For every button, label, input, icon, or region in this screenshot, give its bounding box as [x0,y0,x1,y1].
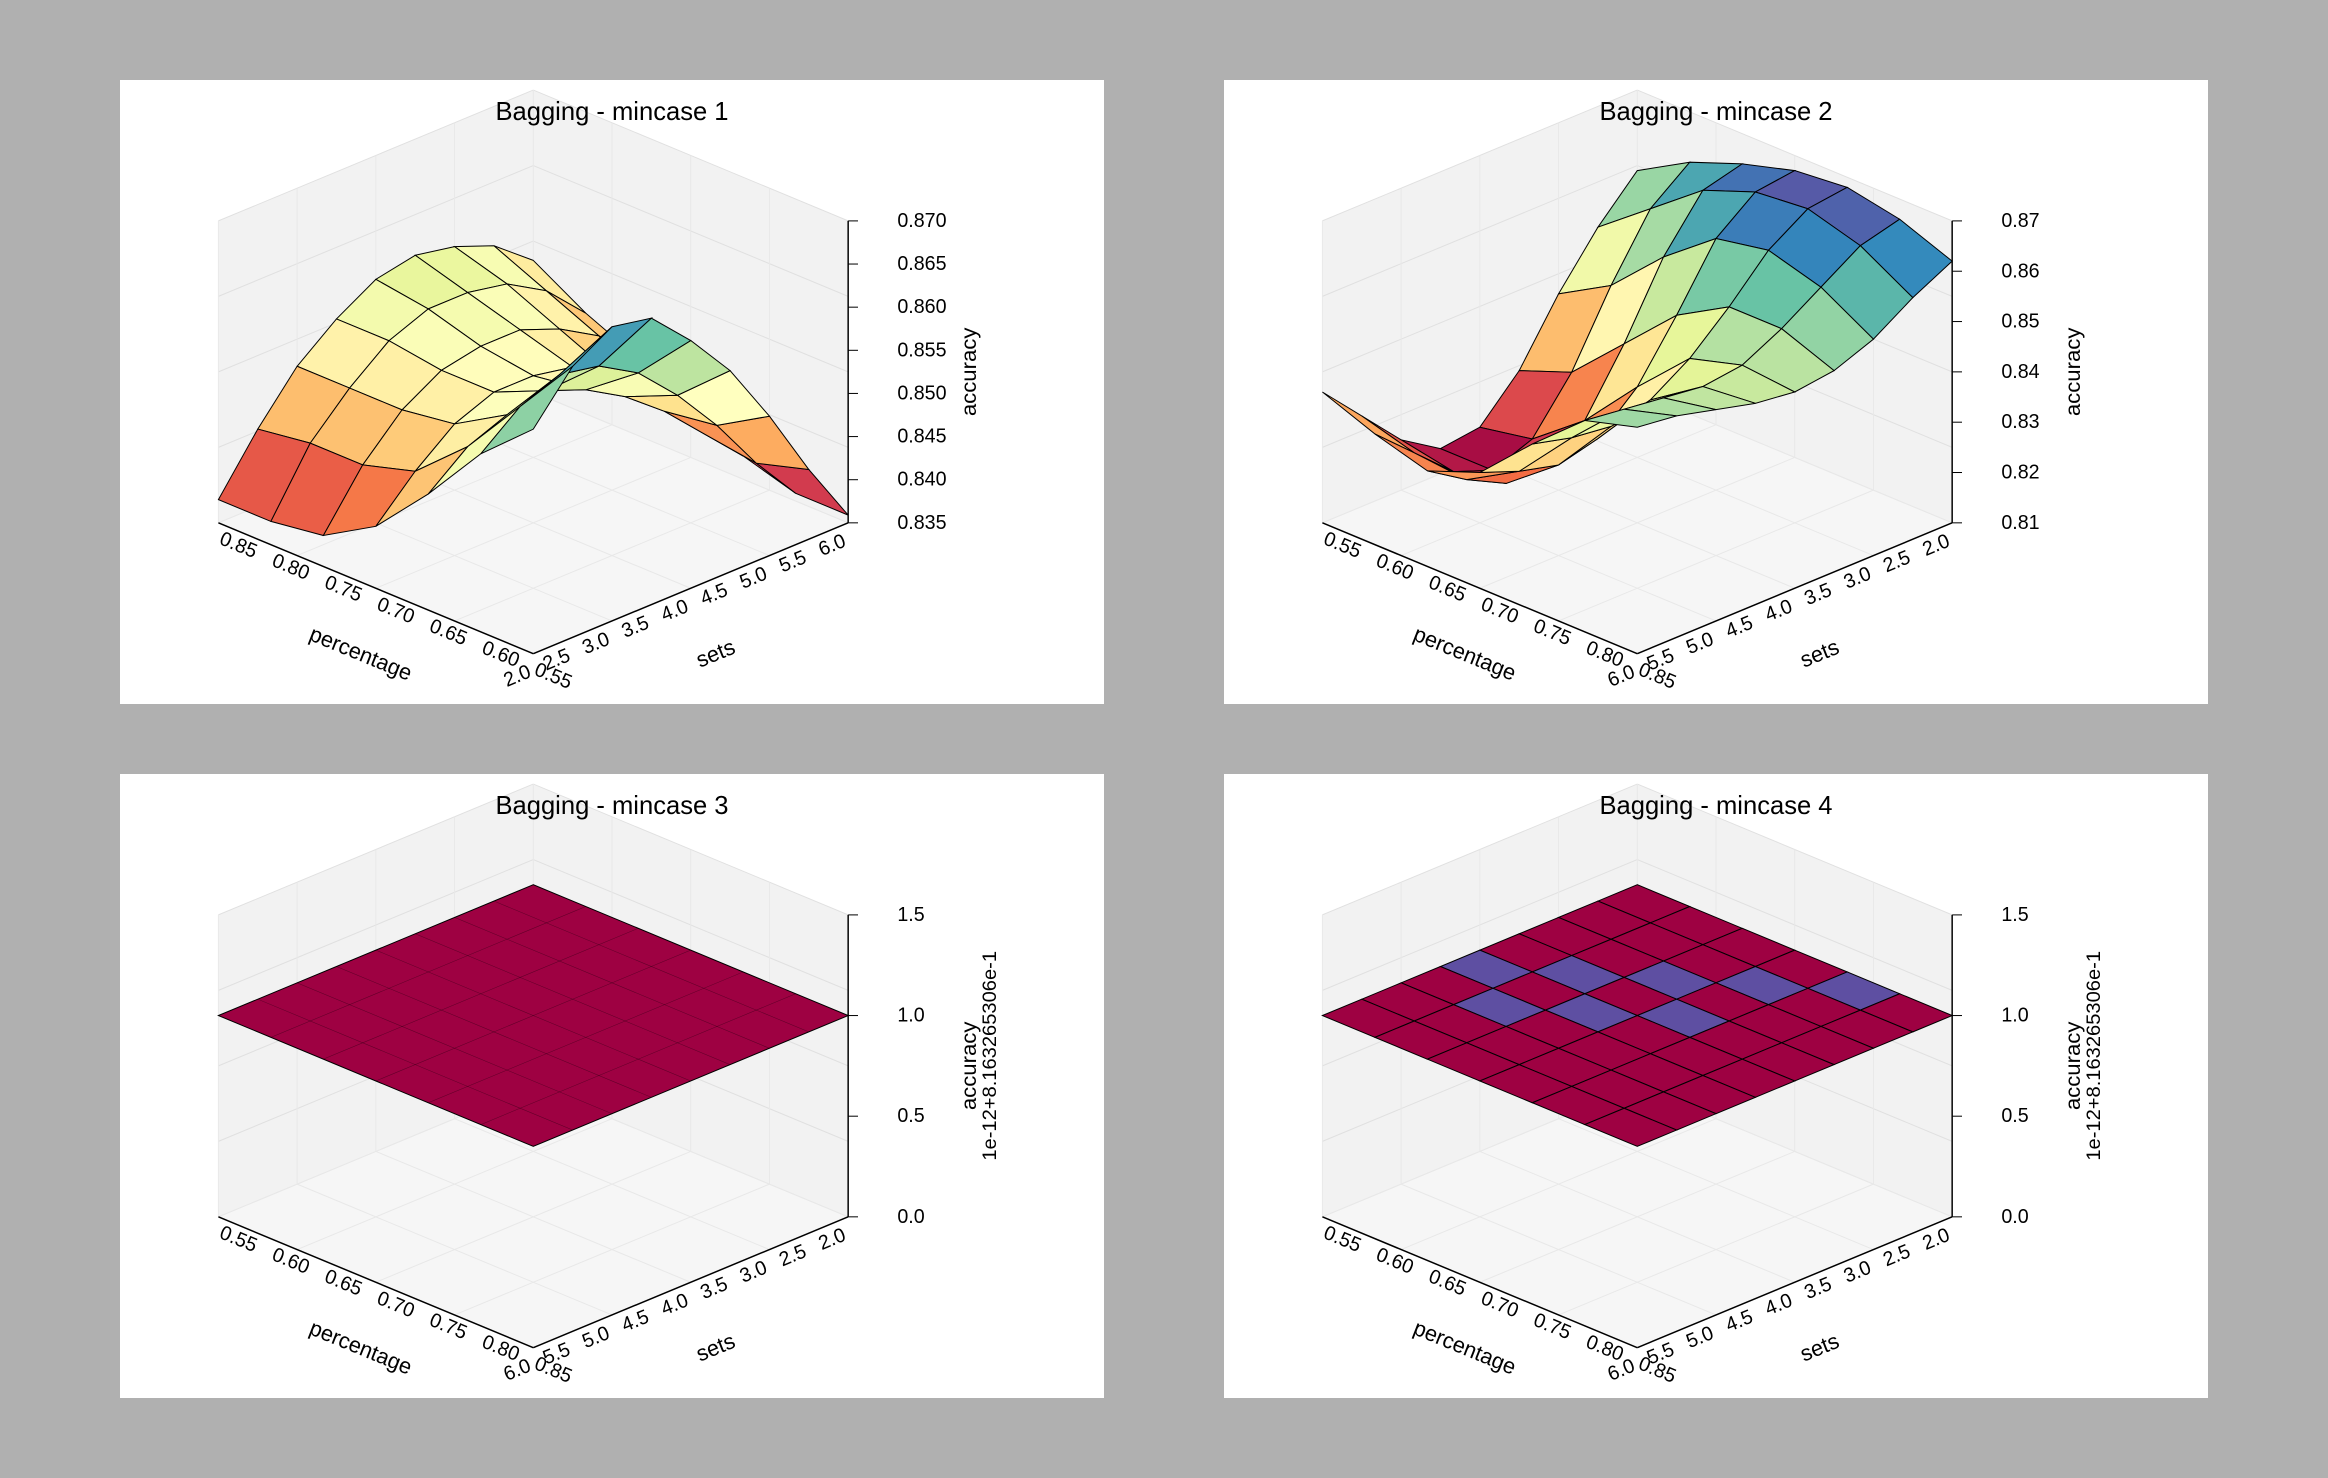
svg-text:1.5: 1.5 [2001,904,2028,926]
svg-text:0.85: 0.85 [2001,310,2039,332]
figure-grid: Bagging - mincase 16.05.55.04.54.03.53.0… [0,0,2328,1478]
chart-title: Bagging - mincase 1 [495,98,728,126]
svg-text:1.0: 1.0 [2001,1004,2028,1026]
svg-text:0.850: 0.850 [897,382,946,404]
svg-text:0.855: 0.855 [897,339,946,361]
svg-text:0.0: 0.0 [2001,1206,2028,1228]
chart-title: Bagging - mincase 2 [1599,98,1832,126]
svg-text:percentage: percentage [306,1315,416,1380]
z-axis-label: accuracy [956,328,981,417]
z-axis-label: accuracy [956,1022,981,1111]
svg-text:1e-12+8.163265306e-1: 1e-12+8.163265306e-1 [2083,951,2105,1161]
z-axis-label: accuracy [2060,328,2085,417]
svg-text:0.870: 0.870 [897,210,946,232]
svg-text:0.0: 0.0 [897,1206,924,1228]
svg-text:percentage: percentage [1410,621,1520,686]
svg-text:sets: sets [692,1328,738,1367]
svg-text:0.845: 0.845 [897,425,946,447]
svg-text:1e-12+8.163265306e-1: 1e-12+8.163265306e-1 [979,951,1001,1161]
svg-text:0.86: 0.86 [2001,260,2039,282]
svg-text:percentage: percentage [306,621,416,686]
svg-text:sets: sets [1796,634,1842,673]
panel-3: Bagging - mincase 32.02.53.03.54.04.55.0… [120,774,1104,1398]
svg-text:sets: sets [1796,1328,1842,1367]
svg-text:0.84: 0.84 [2001,361,2039,383]
svg-text:0.5: 0.5 [897,1105,924,1127]
panel-4: Bagging - mincase 42.02.53.03.54.04.55.0… [1224,774,2208,1398]
chart-title: Bagging - mincase 4 [1599,792,1832,820]
panel-1: Bagging - mincase 16.05.55.04.54.03.53.0… [120,80,1104,704]
svg-text:0.860: 0.860 [897,296,946,318]
svg-text:percentage: percentage [1410,1315,1520,1380]
z-axis-label: accuracy [2060,1022,2085,1111]
svg-text:0.840: 0.840 [897,469,946,491]
svg-text:1.5: 1.5 [897,904,924,926]
svg-text:0.87: 0.87 [2001,210,2039,232]
svg-text:sets: sets [692,634,738,673]
svg-text:0.5: 0.5 [2001,1105,2028,1127]
svg-text:0.82: 0.82 [2001,461,2039,483]
panel-2: Bagging - mincase 22.02.53.03.54.04.55.0… [1224,80,2208,704]
svg-text:1.0: 1.0 [897,1004,924,1026]
chart-title: Bagging - mincase 3 [495,792,728,820]
svg-text:0.81: 0.81 [2001,512,2039,534]
svg-text:0.865: 0.865 [897,253,946,275]
svg-text:0.835: 0.835 [897,512,946,534]
svg-text:0.83: 0.83 [2001,411,2039,433]
